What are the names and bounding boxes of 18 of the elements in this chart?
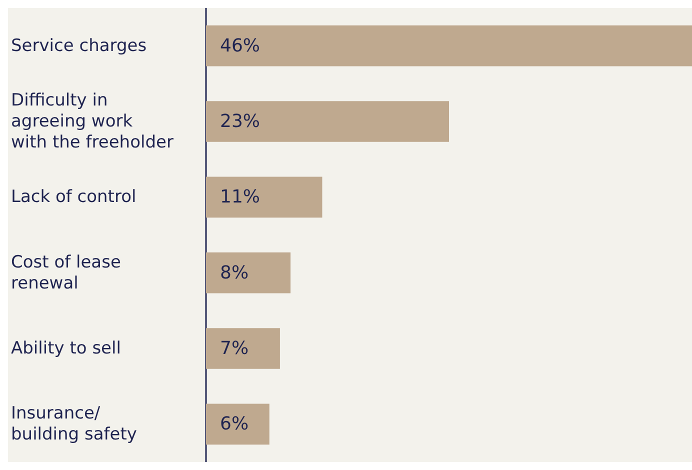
bar <box>206 176 322 218</box>
y-tick-label: Lack of control <box>11 187 136 208</box>
y-tick-label: Ability to sell <box>11 338 121 358</box>
bar <box>206 25 692 66</box>
bar <box>206 404 270 445</box>
data-label: 46% <box>220 35 260 56</box>
bar <box>206 328 280 369</box>
y-tick-label: Service charges <box>11 36 147 56</box>
bar <box>206 101 449 142</box>
data-label: 11% <box>220 186 260 208</box>
data-label: 8% <box>220 262 249 284</box>
y-tick-label: Insurance/ building safety <box>11 404 137 445</box>
data-label: 7% <box>220 338 249 359</box>
data-label: 23% <box>220 111 260 132</box>
data-label: 6% <box>220 414 249 435</box>
y-tick-label: Cost of lease renewal <box>11 252 121 294</box>
bar <box>206 252 291 294</box>
y-tick-label: Difficulty in agreeing work with the freeholder <box>11 90 174 152</box>
